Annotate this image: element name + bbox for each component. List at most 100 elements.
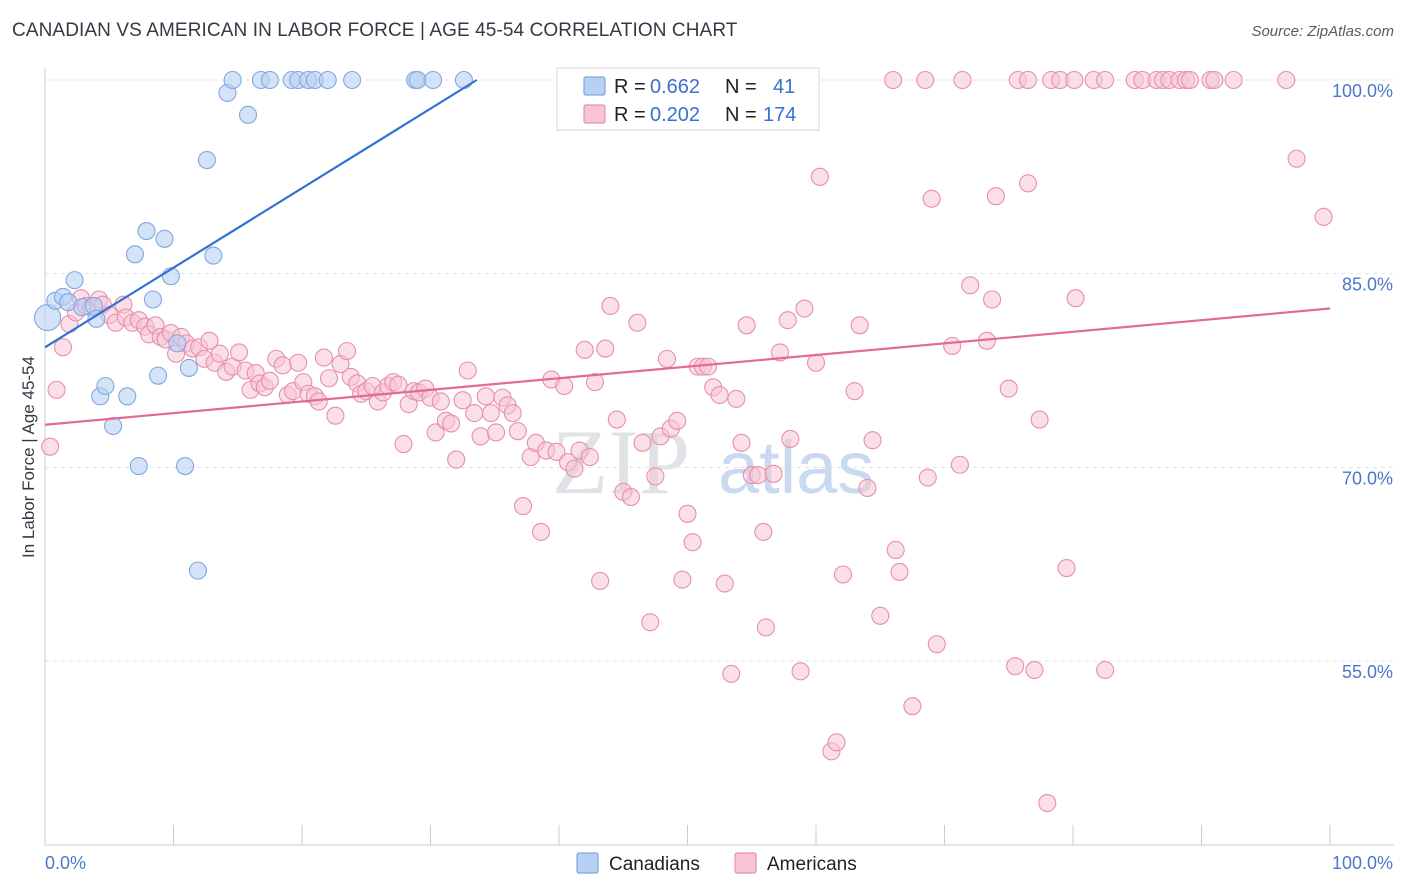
americans-point [337,342,357,361]
americans-trend-line [44,307,1331,426]
canadians-point [155,229,174,248]
americans-point [628,313,647,332]
americans-point [641,613,660,632]
americans-point [950,455,969,474]
canadians-point [424,70,443,90]
americans-point [273,356,292,375]
americans-point [508,422,527,441]
americans-point [863,431,882,450]
americans-point [668,411,687,430]
americans-point [200,331,219,350]
americans-point [1096,70,1115,90]
americans-point [810,167,829,186]
americans-point [591,571,610,591]
legend-r-value: 0.202 [650,104,700,126]
bottom-legend-label-canadians: Canadians [609,854,700,875]
americans-point [471,427,490,446]
americans-point [657,349,676,368]
canadians-point [318,70,337,90]
americans-point [673,570,692,589]
americans-point [781,429,800,448]
americans-point [890,562,909,581]
legend-swatch-americans [583,104,606,124]
americans-point [1205,70,1224,90]
americans-point [1006,657,1025,676]
y-tick-label: 100.0% [1332,81,1393,101]
americans-point [585,373,605,392]
americans-point [756,618,775,637]
americans-point [319,369,339,388]
americans-point [1224,70,1243,90]
americans-point [710,385,729,405]
americans-point [41,437,60,456]
americans-point [326,406,345,425]
y-tick-label: 70.0% [1342,468,1393,488]
americans-point [476,387,495,406]
canadians-point [149,366,168,385]
legend-r-label: R = [614,104,646,126]
americans-point [486,423,506,442]
canadians-point [168,334,187,353]
americans-point [858,478,877,498]
americans-point [1030,410,1049,429]
americans-point [601,296,620,315]
americans-point [646,467,665,486]
americans-point [621,487,641,507]
americans-point [850,316,869,335]
americans-point [1066,289,1085,308]
canadians-point [223,70,242,90]
americans-point [871,606,890,625]
canadians-point [129,456,148,476]
americans-point [1038,793,1057,813]
series-legend: Canadians Americans [576,852,857,875]
canadians-point [176,456,195,476]
americans-point [727,389,746,408]
legend-n-label: N = [725,76,757,98]
americans-point [513,497,533,516]
chart-source: Source: ZipAtlas.com [1251,23,1394,40]
americans-point [580,447,599,467]
americans-point [503,404,522,423]
canadians-point [454,70,473,90]
axes [44,68,1394,846]
americans-point [986,187,1005,206]
americans-point [596,339,615,358]
canadians-point [343,70,362,90]
americans-point [903,697,922,716]
americans-point [1057,558,1076,578]
americans-point [754,522,773,541]
americans-point [1096,660,1115,680]
americans-point [833,565,853,584]
americans-point [683,533,702,552]
americans-point [953,70,972,90]
bottom-legend-swatch-canadians [576,852,599,874]
americans-point [47,380,66,399]
americans-point [1277,70,1296,90]
canadians-point [204,246,223,265]
americans-point [1314,207,1333,226]
zipatlas-watermark: ZIP atlas [552,411,874,513]
americans-point [943,336,962,356]
americans-point [1287,149,1306,168]
americans-point [732,433,751,452]
americans-point [764,464,783,483]
canadians-trend-line [44,79,478,349]
americans-point [737,316,756,335]
canadians-point [408,70,427,90]
americans-point [442,414,461,433]
americans-point [927,635,946,654]
americans-point [465,404,484,423]
canadians-point [118,387,137,406]
americans-point [791,662,810,681]
americans-point [678,504,697,523]
canadians-point [143,290,162,309]
x-tick-label: 0.0% [45,853,86,873]
americans-point [715,574,734,593]
canadians-point [96,376,115,396]
americans-point [778,311,797,330]
canadians-point [179,358,198,377]
americans-point [426,423,445,442]
americans-point [314,348,333,367]
americans-points [41,70,1333,813]
